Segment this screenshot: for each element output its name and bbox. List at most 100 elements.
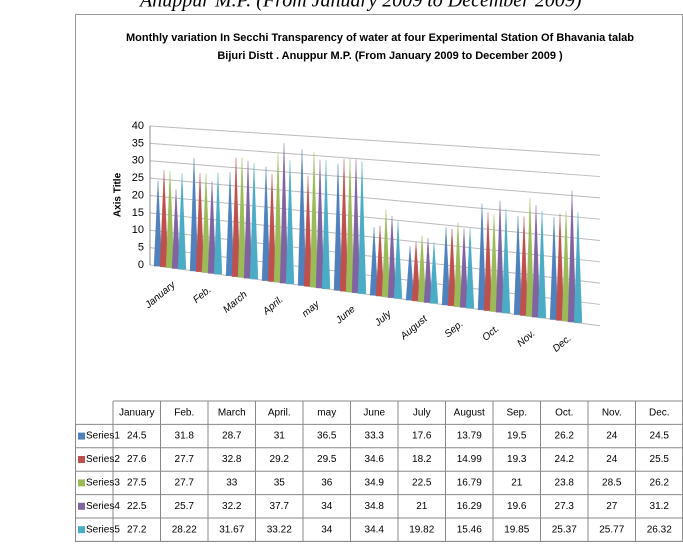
x-tick-label: Dec.: [551, 333, 574, 355]
chart-title: Bijuri Distt . Anuppur M.P. (From Januar…: [217, 50, 563, 62]
table-cell: 36.5: [317, 431, 337, 442]
table-cell: 16.29: [457, 501, 482, 512]
table-cell: 18.2: [412, 454, 432, 465]
table-cell: 26.2: [650, 478, 670, 489]
table-cell: 27: [606, 501, 618, 512]
table-cell: 28.22: [172, 524, 197, 535]
table-cell: 34.9: [365, 478, 385, 489]
cone: [171, 189, 181, 269]
x-tick-label: may: [300, 298, 322, 319]
y-tick-label: 0: [138, 259, 144, 271]
cone: [477, 203, 487, 310]
cone: [555, 213, 565, 321]
cone: [243, 160, 253, 279]
table-cell: 32.8: [222, 454, 242, 465]
table-cell: 37.7: [270, 501, 290, 512]
cone: [201, 173, 211, 273]
table-cell: 25.5: [650, 454, 670, 465]
table-cell: 28.7: [222, 431, 242, 442]
y-tick-label: 25: [132, 172, 144, 184]
cone: [561, 211, 571, 322]
cone: [303, 175, 313, 287]
grid-line: [149, 142, 601, 178]
table-cell: 21: [416, 501, 428, 512]
cone: [447, 228, 457, 306]
table-cell: 24: [606, 454, 618, 465]
table-cell: 36: [321, 478, 333, 489]
table-cell: 21: [511, 478, 523, 489]
table-cell: 24.2: [555, 454, 575, 465]
table-cell: 15.46: [457, 524, 482, 535]
cone: [387, 215, 397, 298]
cone: [513, 215, 523, 315]
x-tick-label: Nov.: [515, 328, 537, 349]
table-header: June: [363, 407, 385, 418]
cone: [237, 157, 247, 278]
cone: [441, 227, 451, 306]
cone: [213, 172, 223, 275]
grid-line: [149, 177, 601, 220]
table-cell: 28.5: [602, 478, 622, 489]
table-cell: 27.7: [175, 478, 195, 489]
table-cell: 24: [606, 431, 618, 442]
cone: [165, 171, 175, 268]
cone: [333, 163, 343, 291]
y-tick-label: 5: [138, 242, 144, 254]
cone: [381, 209, 391, 298]
legend-swatch: [78, 502, 85, 510]
table-cell: 25.77: [599, 524, 624, 535]
cone: [357, 161, 367, 294]
cone: [267, 173, 277, 282]
cone: [225, 172, 235, 276]
cone: [351, 159, 361, 293]
cone: [519, 216, 529, 316]
table-header: Dec.: [649, 407, 670, 418]
x-tick-label: Sep.: [443, 318, 466, 340]
table-cell: 34.8: [365, 501, 385, 512]
cone: [567, 190, 577, 323]
table-cell: 27.3: [555, 501, 575, 512]
cone: [279, 143, 289, 284]
cone: [339, 159, 349, 292]
table-cell: 17.6: [412, 431, 432, 442]
y-tick-label: 40: [132, 120, 144, 132]
cone: [375, 225, 385, 297]
cone: [531, 205, 541, 318]
y-axis-title: Axis Title: [113, 172, 124, 217]
x-tick-label: March: [221, 289, 250, 316]
cone: [495, 200, 505, 313]
table-cell: 27.7: [175, 454, 195, 465]
table-cell: 33: [226, 478, 238, 489]
table-header: January: [119, 407, 155, 418]
table-header: may: [317, 407, 336, 418]
cone: [405, 245, 415, 301]
cone: [153, 180, 163, 267]
table-cell: 26.2: [555, 431, 575, 442]
cone: [429, 241, 439, 304]
table-cell: 16.79: [457, 478, 482, 489]
cone: [195, 173, 205, 272]
legend-label: Series4: [86, 501, 120, 512]
cone: [369, 227, 379, 296]
table-header: Nov.: [602, 407, 622, 418]
cone: [231, 157, 241, 277]
table-header: Oct.: [555, 407, 573, 418]
cone: [453, 222, 463, 307]
cone: [525, 198, 535, 317]
legend-swatch: [78, 456, 85, 463]
legend-label: Series1: [86, 431, 120, 442]
cone: [537, 210, 547, 319]
table-cell: 31.2: [650, 501, 670, 512]
x-tick-label: June: [333, 304, 358, 327]
table-cell: 19.82: [409, 524, 434, 535]
table-cell: 19.6: [507, 501, 527, 512]
table-cell: 25.7: [175, 501, 195, 512]
table-cell: 19.3: [507, 454, 527, 465]
legend-label: Series3: [86, 478, 120, 489]
cone: [207, 181, 217, 274]
cone: [177, 173, 187, 270]
grid-line: [149, 125, 601, 156]
table-cell: 32.2: [222, 501, 242, 512]
cone: [273, 152, 283, 283]
